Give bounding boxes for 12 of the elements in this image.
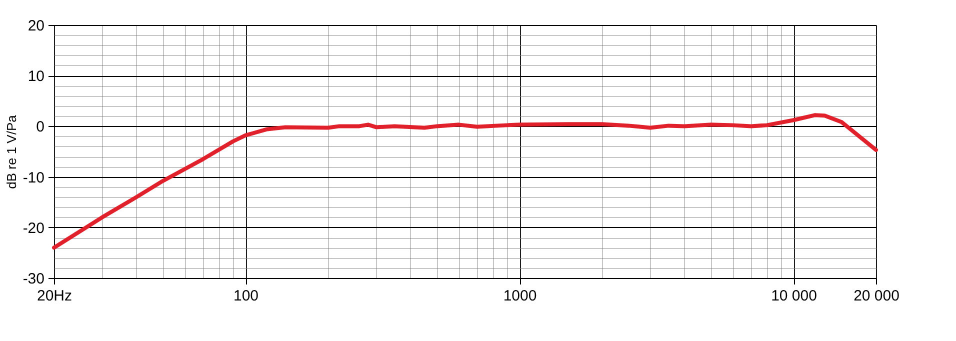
x-tick-label: 10 000 — [771, 288, 817, 304]
x-tick-label: 20Hz — [36, 288, 72, 304]
x-tick-label: 100 — [234, 288, 259, 304]
y-tick-label: -10 — [22, 169, 44, 186]
y-tick-label: 10 — [28, 68, 44, 86]
y-tick-label: 0 — [36, 118, 44, 136]
x-tick-label: 1000 — [503, 288, 537, 304]
y-tick-label: -30 — [22, 270, 44, 288]
y-axis-title: dB re 1 V/Pa — [4, 114, 19, 189]
y-tick-label: 20 — [28, 18, 44, 34]
x-tick-label: 20 000 — [854, 288, 900, 304]
y-tick-label: -20 — [22, 220, 44, 237]
